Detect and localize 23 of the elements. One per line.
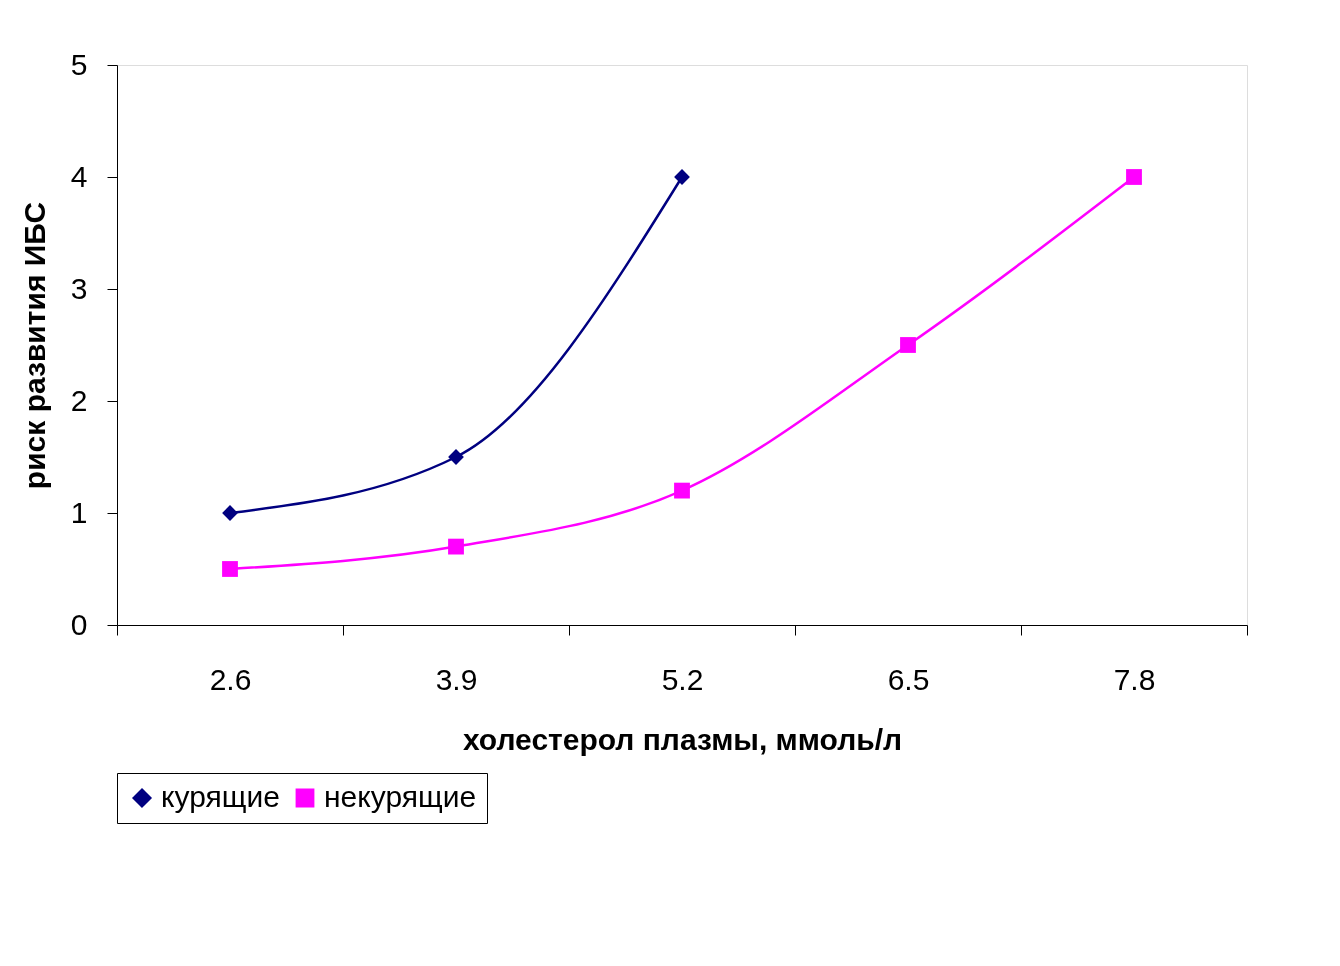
x-tick-label: 6.5 [887,662,930,696]
x-tick-label: 5.2 [661,662,704,696]
y-axis-title: риск развития ИБС [17,201,51,490]
legend-label: некурящие [324,780,477,813]
point [1126,169,1142,185]
point [448,538,464,555]
point [674,482,690,499]
legend-label: курящие [161,780,280,813]
point [448,449,464,465]
point [222,505,238,521]
point [900,337,916,353]
point [222,561,238,577]
x-tick-label: 7.8 [1113,662,1156,696]
y-tick-label: 5 [70,47,88,81]
y-tick-label: 1 [70,495,88,529]
x-tick-label: 2.6 [209,662,252,696]
point [674,169,690,185]
y-tick-label: 2 [70,383,88,417]
x-axis-title: холестерол плазмы, ммоль/л [462,722,903,756]
y-tick-label: 4 [70,159,88,193]
y-tick-label: 0 [70,607,88,641]
y-tick-label: 3 [70,271,88,305]
x-tick-label: 3.9 [435,662,478,696]
